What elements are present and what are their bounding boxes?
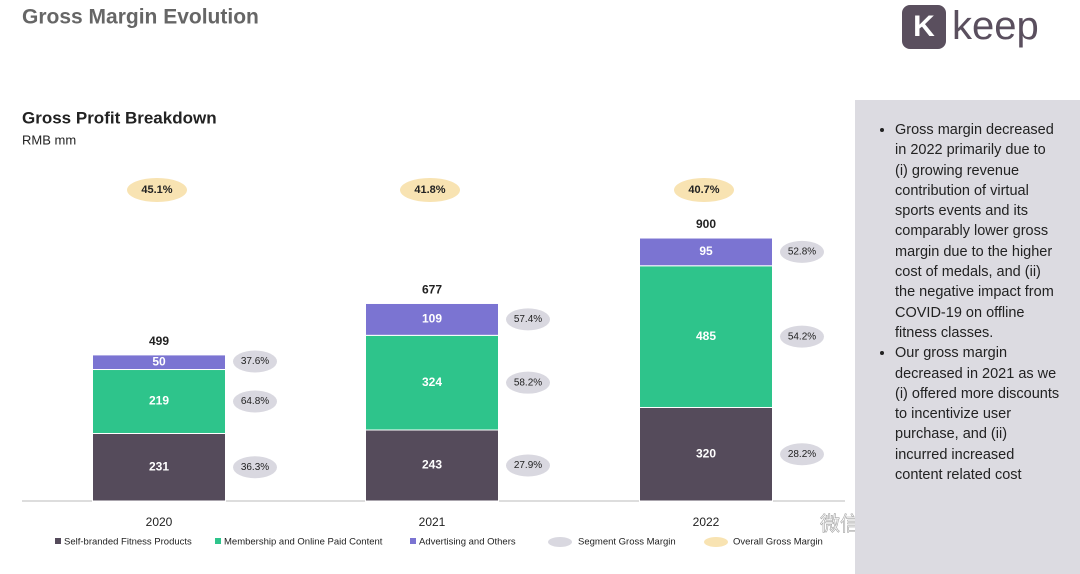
segment-margin-oval <box>233 456 277 479</box>
segment-label: 243 <box>422 458 442 472</box>
segment-margin-oval <box>233 350 277 373</box>
total-label: 677 <box>422 283 442 297</box>
notes-list: Gross margin decreased in 2022 primarily… <box>855 120 1060 485</box>
segment-margin-label: 58.2% <box>514 377 542 388</box>
bar-segment <box>365 334 499 431</box>
bar-segment <box>365 302 499 336</box>
segment-margin-label: 64.8% <box>241 396 269 407</box>
total-label: 499 <box>149 334 169 348</box>
legend-label: Overall Gross Margin <box>733 537 823 548</box>
overall-margin-label: 45.1% <box>141 184 172 196</box>
segment-margin-oval <box>506 371 550 394</box>
segment-margin-label: 57.4% <box>514 314 542 325</box>
segment-label: 95 <box>699 244 713 258</box>
segment-label: 320 <box>696 446 716 460</box>
bar-segment <box>639 406 773 502</box>
bar-segment <box>92 369 226 435</box>
total-label: 900 <box>696 217 716 231</box>
segment-margin-oval <box>780 443 824 466</box>
x-tick-label: 2021 <box>419 515 446 529</box>
segment-label: 231 <box>149 459 169 473</box>
overall-margin-label: 41.8% <box>414 184 445 196</box>
slide-title: Gross Margin Evolution <box>22 6 259 29</box>
segment-margin-oval <box>780 240 824 263</box>
bar-segment <box>639 237 773 267</box>
legend-swatch <box>55 538 61 544</box>
segment-margin-label: 28.2% <box>788 449 816 460</box>
overall-margin-oval <box>400 178 460 202</box>
segment-margin-label: 27.9% <box>514 460 542 471</box>
note: Our gross margin decreased in 2021 as we… <box>895 343 1060 485</box>
segment-label: 219 <box>149 394 169 408</box>
legend-swatch <box>215 538 221 544</box>
legend-label: Self-branded Fitness Products <box>64 537 192 548</box>
legend-label: Membership and Online Paid Content <box>224 537 383 548</box>
overall-margin-oval <box>674 178 734 202</box>
logo-icon: K <box>902 4 946 49</box>
bar-segment <box>92 433 226 502</box>
chart-subtitle: RMB mm <box>22 132 76 147</box>
legend-label: Advertising and Others <box>419 537 516 548</box>
bar-segment <box>92 354 226 371</box>
chart-title: Gross Profit Breakdown <box>22 108 217 127</box>
bar-segment <box>365 429 499 502</box>
segment-margin-label: 37.6% <box>241 356 269 367</box>
overall-margin-oval <box>127 178 187 202</box>
segment-margin-oval <box>506 454 550 477</box>
legend-label: Segment Gross Margin <box>578 537 676 548</box>
overall-margin-label: 40.7% <box>688 184 719 196</box>
segment-margin-oval <box>506 308 550 331</box>
segment-margin-oval <box>780 325 824 348</box>
segment-label: 324 <box>422 375 442 389</box>
legend-swatch <box>548 537 572 547</box>
bar-segment <box>639 265 773 408</box>
note: Gross margin decreased in 2022 primarily… <box>895 120 1060 343</box>
x-tick-label: 2020 <box>146 515 173 529</box>
x-tick-label: 2022 <box>693 515 720 529</box>
segment-margin-label: 54.2% <box>788 331 816 342</box>
segment-margin-label: 36.3% <box>241 462 269 473</box>
segment-margin-label: 52.8% <box>788 247 816 258</box>
logo-text: keep <box>952 4 1039 48</box>
segment-label: 485 <box>696 329 716 343</box>
segment-margin-oval <box>233 390 277 413</box>
notes-panel: Gross margin decreased in 2022 primarily… <box>855 100 1080 574</box>
segment-label: 109 <box>422 312 442 326</box>
legend-swatch <box>704 537 728 547</box>
segment-label: 50 <box>152 354 166 368</box>
legend-swatch <box>410 538 416 544</box>
